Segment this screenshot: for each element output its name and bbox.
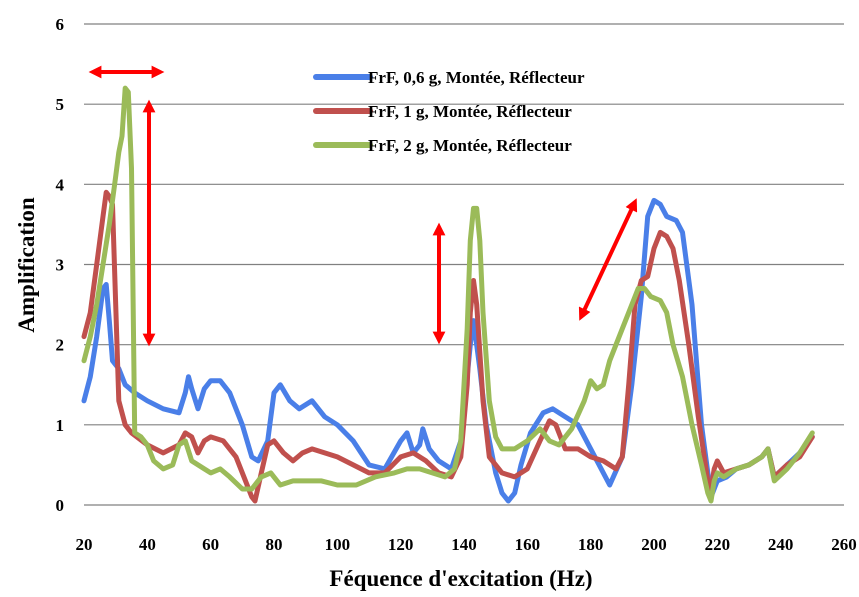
x-tick-label: 140 [451,535,477,554]
x-axis-title: Féquence d'excitation (Hz) [329,566,592,591]
x-tick-label: 220 [705,535,731,554]
y-axis-title: Amplification [14,197,39,333]
legend-label-2: FrF, 2 g, Montée, Réflecteur [368,136,572,155]
legend-label-0: FrF, 0,6 g, Montée, Réflecteur [368,68,585,87]
x-tick-label: 20 [76,535,93,554]
diagonal-double-arrow [578,198,638,321]
x-tick-label: 260 [831,535,857,554]
legend: FrF, 0,6 g, Montée, Réflecteur FrF, 1 g, … [313,68,585,155]
x-tick-label: 40 [139,535,156,554]
y-tick-label: 0 [56,496,65,515]
series-line-2 [81,85,815,504]
series-line-0 [81,197,815,504]
y-tick-label: 6 [56,15,65,34]
y-tick-label: 5 [56,95,65,114]
x-tick-label: 60 [202,535,219,554]
x-tick-label: 160 [515,535,541,554]
y-tick-labels: 0 1 2 3 4 5 6 [56,15,65,515]
x-tick-label: 100 [325,535,351,554]
y-tick-label: 4 [56,175,65,194]
series-lines [81,85,815,504]
x-tick-label: 200 [641,535,667,554]
x-tick-labels: 20 40 60 80 100 120 140 160 180 200 220 240 260 [76,535,857,554]
legend-label-1: FrF, 1 g, Montée, Réflecteur [368,102,572,121]
annotations [88,65,638,347]
x-tick-label: 180 [578,535,604,554]
x-tick-label: 120 [388,535,414,554]
y-tick-label: 3 [56,256,65,275]
series-line-1 [81,189,815,504]
y-tick-label: 2 [56,336,65,355]
y-tick-label: 1 [56,416,65,435]
x-tick-label: 80 [266,535,283,554]
x-tick-label: 240 [768,535,794,554]
